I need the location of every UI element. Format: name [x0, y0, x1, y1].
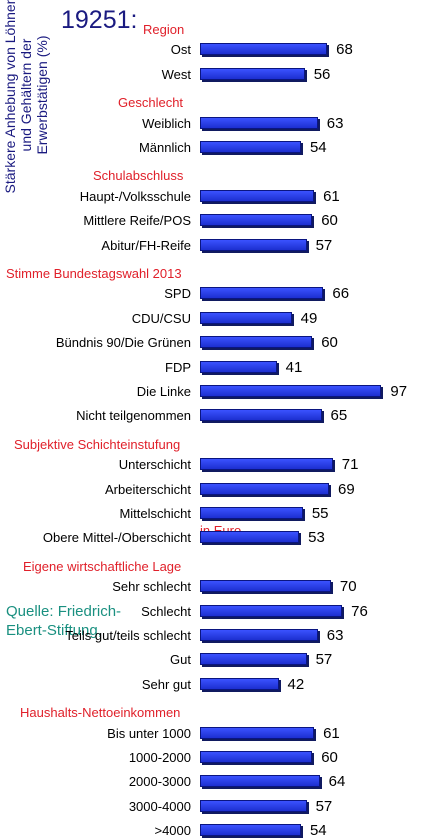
data-label: 97: [390, 383, 408, 400]
data-label: 49: [300, 309, 318, 327]
data-label: 54: [309, 822, 327, 839]
data-label: 54: [309, 139, 327, 156]
category-label: Sehr schlecht: [112, 579, 191, 595]
data-label: 76: [351, 602, 368, 620]
category-label: Sehr gut: [141, 676, 191, 692]
category-label: Obere Mittel-/Oberschicht: [42, 530, 191, 546]
source-note: Quelle: Friedrich-Ebert-Stiftung,: [6, 603, 122, 639]
category-label: Haupt-/Volksschule: [79, 188, 191, 204]
category-label: Abitur/FH-Reife: [101, 237, 191, 253]
data-label: 42: [287, 675, 305, 693]
bar: [200, 799, 307, 812]
data-label: 57: [315, 797, 333, 815]
bar: [200, 531, 300, 544]
data-label: 64: [328, 773, 346, 791]
chart-title: 19251:: [61, 6, 138, 34]
category-label: West: [161, 66, 191, 82]
bar: [200, 67, 305, 80]
category-label: Gut: [170, 652, 191, 668]
bar: [200, 775, 320, 788]
data-label: 41: [285, 358, 303, 376]
data-label: 60: [321, 749, 338, 766]
y-axis-label: Stärkere Anhebung von Löhnen und Gehälte…: [2, 0, 50, 194]
bar: [200, 824, 301, 837]
data-label: 55: [311, 505, 329, 522]
group-title: Region: [143, 22, 185, 37]
bar: [200, 507, 303, 519]
category-label: Bündnis 90/Die Grünen: [55, 335, 191, 351]
bar: [200, 653, 307, 666]
bar: [200, 287, 324, 300]
category-label: Bis unter 1000: [107, 725, 191, 741]
bar: [200, 43, 328, 56]
bar: [200, 311, 292, 324]
bar: [200, 458, 333, 471]
group-title: Stimme Bundestagswahl 2013: [6, 266, 182, 281]
data-label: 63: [326, 627, 344, 644]
category-label: Ost: [170, 42, 191, 58]
category-label: Schlecht: [141, 603, 191, 619]
group-title: Haushalts-Nettoeinkommen: [20, 705, 181, 721]
category-label: Mittlere Reife/POS: [83, 213, 191, 229]
category-label: 1000-2000: [128, 750, 191, 765]
category-label: 2000-3000: [128, 774, 191, 790]
group-title: Geschlecht: [118, 95, 184, 111]
data-label: 53: [308, 529, 325, 547]
bar: [200, 726, 315, 739]
category-label: Mittelschicht: [119, 506, 191, 521]
data-label: 60: [321, 334, 338, 352]
data-label: 60: [321, 212, 338, 230]
category-label: 3000-4000: [128, 798, 191, 814]
bar: [200, 629, 318, 641]
group-title: Eigene wirtschaftliche Lage: [23, 558, 182, 574]
category-label: Teils gut/teils schlecht: [65, 628, 191, 643]
category-label: Die Linke: [136, 384, 191, 399]
bar: [200, 482, 330, 495]
bar: [200, 580, 331, 593]
data-label: 57: [315, 236, 333, 254]
data-label: 69: [338, 480, 355, 498]
bar: [200, 751, 313, 763]
data-label: 70: [339, 578, 357, 596]
bar: [200, 385, 382, 397]
category-label: >4000: [154, 823, 191, 839]
data-label: 56: [313, 65, 331, 83]
bar: [200, 604, 343, 617]
category-label: FDP: [165, 359, 191, 375]
bar: [200, 116, 318, 129]
bar: [200, 409, 322, 422]
bar: [200, 336, 313, 349]
data-label: 71: [341, 456, 359, 474]
bar: [200, 360, 277, 373]
category-label: Arbeiterschicht: [105, 481, 191, 497]
data-label: 57: [315, 651, 333, 669]
data-label: 63: [326, 114, 344, 132]
data-label: 61: [323, 724, 340, 742]
category-label: Unterschicht: [118, 457, 191, 473]
category-label: CDU/CSU: [131, 310, 191, 326]
bar: [200, 141, 301, 153]
group-title: Subjektive Schichteinstufung: [14, 436, 181, 452]
bar: [200, 189, 315, 202]
data-label: 65: [330, 407, 348, 425]
chart-canvas: 19251: Stärkere Anhebung von Löhnen und …: [2, 0, 408, 839]
category-label: Nicht teilgenommen: [76, 408, 191, 424]
category-label: SPD: [164, 286, 191, 302]
data-label: 61: [323, 187, 340, 205]
bar: [200, 677, 279, 690]
data-label: 68: [336, 41, 353, 59]
bar: [200, 214, 313, 227]
category-label: Männlich: [138, 140, 191, 155]
category-label: Weiblich: [142, 115, 191, 131]
bar: [200, 238, 307, 251]
group-title: Schulabschluss: [93, 168, 184, 184]
data-label: 66: [332, 285, 350, 303]
